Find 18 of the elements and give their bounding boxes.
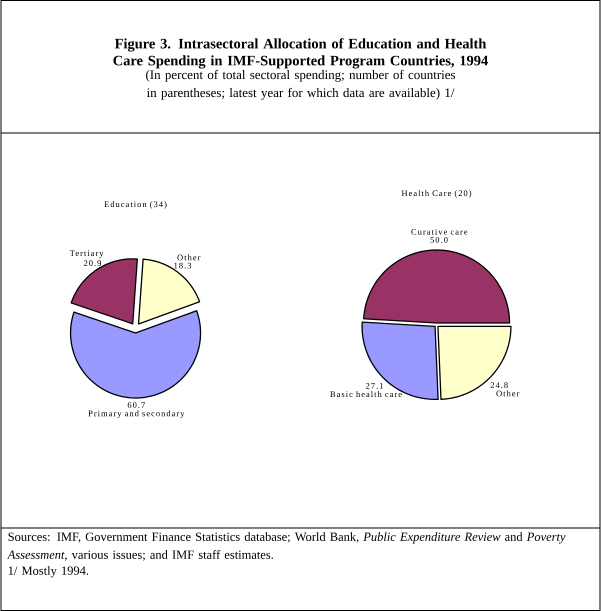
data-label: 18.3 xyxy=(174,262,192,269)
slice-label: Curative care xyxy=(411,228,468,235)
text: (In percent of total sectoral spending; number of countries in parentheses; latest year for which data are available) 1/ xyxy=(146,70,456,100)
chart-title: Education (34) xyxy=(104,201,167,209)
slice-label: Primary and secondary xyxy=(88,410,184,418)
data-label: 20.9 xyxy=(84,260,102,266)
data-label: 60.7 xyxy=(128,402,145,408)
text: 1/ Mostly 1994. xyxy=(8,566,88,578)
slice-label: Tertiary xyxy=(70,250,104,258)
slice-label: Basic health care xyxy=(330,391,402,398)
data-label: 24.8 xyxy=(490,382,508,388)
data-label: 27.1 xyxy=(366,382,383,389)
slice-label: Other xyxy=(177,254,200,260)
text: Figure 3. Intrasectoral Allocation of Education and Health Care Spending in IMF-Supported Program Countries, 1994 xyxy=(113,38,488,68)
slice-label: Other xyxy=(496,390,520,396)
data-label: 50.0 xyxy=(430,237,448,243)
chart-title: Health Care (20) xyxy=(402,190,472,198)
text: Sources: IMF, Government Finance Statistics database; World Bank, Public Expenditure Review and Poverty Assessment, various issues; and IMF staff estimates. xyxy=(7,532,566,561)
